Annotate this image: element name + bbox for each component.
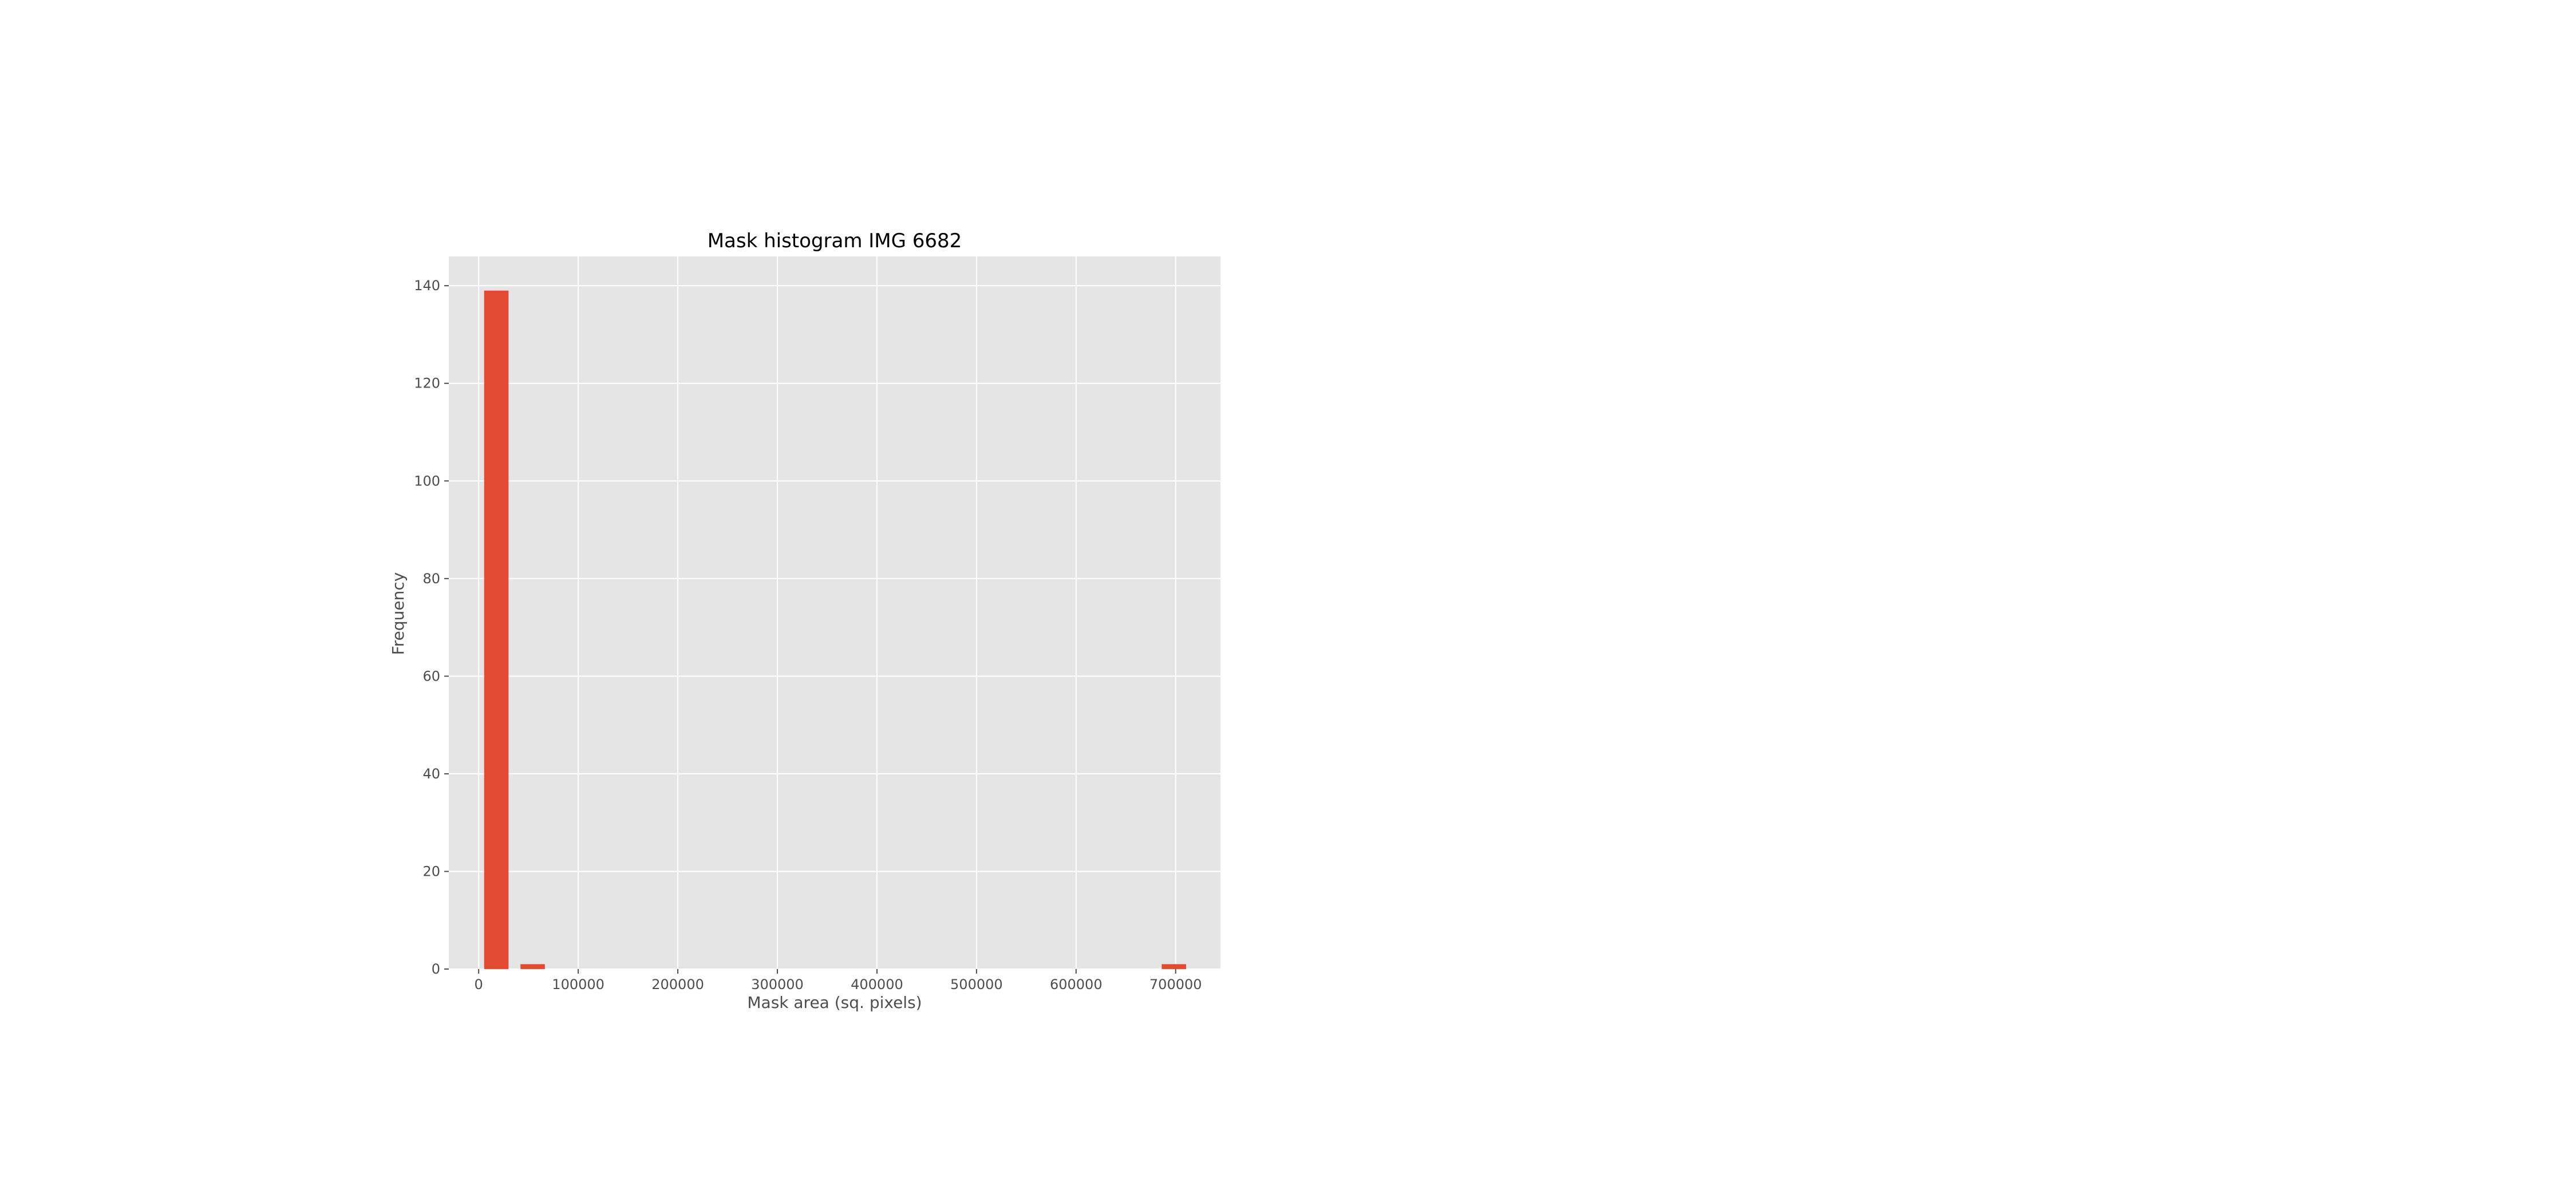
histogram-bar [1161,964,1186,969]
x-tick-label: 600000 [1050,976,1103,993]
histogram-bar [484,290,509,969]
y-tick-label: 0 [432,961,440,977]
x-tick-label: 0 [475,976,483,993]
x-tick-label: 500000 [950,976,1003,993]
grid-lines [449,256,1220,970]
y-axis: 0 20 40 60 80 100 120 140 [414,278,449,977]
x-tick-label: 200000 [651,976,704,993]
plot-area [449,256,1220,970]
x-tick-label: 400000 [851,976,903,993]
y-axis-label: Frequency [389,572,408,655]
y-tick-label: 140 [414,278,440,294]
x-tick-label: 700000 [1149,976,1202,993]
x-axis: 0 100000 200000 300000 400000 500000 600000 700… [475,969,1202,993]
y-tick-label: 120 [414,375,440,392]
plot-background [449,256,1220,969]
x-tick-label: 100000 [552,976,605,993]
chart-title: Mask histogram IMG 6682 [708,230,962,252]
y-tick-label: 20 [422,863,440,879]
y-tick-label: 100 [414,473,440,489]
histogram-bar [520,964,545,969]
x-axis-label: Mask area (sq. pixels) [747,993,922,1012]
bars [484,290,1186,969]
y-tick-label: 40 [422,766,440,782]
y-tick-label: 80 [422,571,440,587]
x-tick-label: 300000 [751,976,804,993]
y-tick-label: 60 [422,668,440,684]
